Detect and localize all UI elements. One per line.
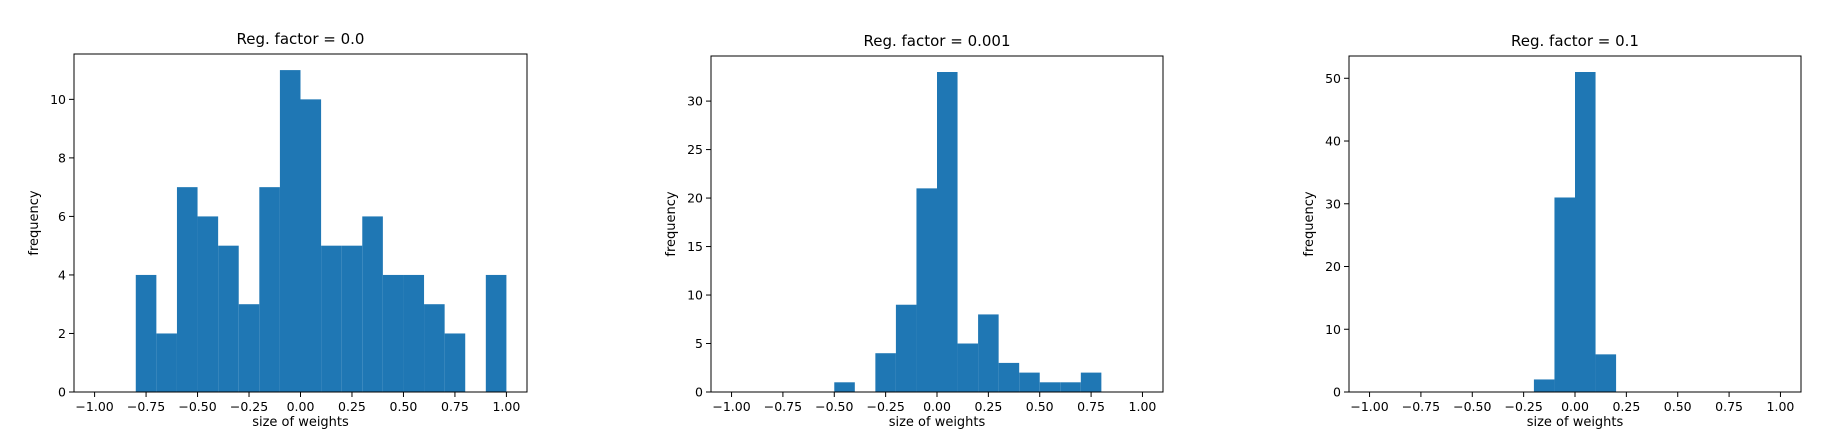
histogram-bar — [197, 216, 219, 392]
histogram-bar — [1060, 382, 1081, 392]
histogram-bar — [1595, 354, 1617, 392]
x-tick-label: −0.75 — [127, 399, 165, 414]
histogram-bar — [341, 245, 363, 392]
histogram-bar — [321, 245, 342, 392]
x-tick-label: −0.50 — [178, 399, 216, 414]
y-tick-label: 5 — [695, 336, 703, 351]
histogram-bar — [382, 274, 404, 392]
chart-title: Reg. factor = 0.0 — [237, 30, 365, 48]
y-tick-label: 30 — [1325, 196, 1341, 211]
x-tick-label: 1.00 — [1767, 399, 1795, 414]
y-tick-label: 40 — [1325, 134, 1341, 149]
y-tick-label: 4 — [58, 267, 66, 282]
y-tick-label: 20 — [1325, 259, 1341, 274]
x-tick-label: 0.75 — [1077, 399, 1105, 414]
y-tick-label: 0 — [58, 385, 66, 400]
y-tick-label: 8 — [58, 150, 66, 165]
y-tick-label: 0 — [695, 385, 703, 400]
x-tick-label: 0.50 — [390, 399, 418, 414]
y-axis-label: frequency — [27, 190, 42, 256]
histogram-bar — [1575, 72, 1596, 392]
histogram-bar — [916, 188, 937, 392]
histogram-bar — [424, 304, 445, 392]
y-tick-label: 2 — [58, 326, 66, 341]
histogram-bar — [444, 333, 466, 392]
y-tick-label: 0 — [1333, 385, 1341, 400]
y-axis-label: frequency — [664, 191, 679, 257]
x-axis-label: size of weights — [1527, 415, 1624, 430]
histogram-bar — [176, 187, 198, 392]
x-tick-label: 0.25 — [1612, 399, 1640, 414]
x-tick-label: −0.75 — [1402, 399, 1440, 414]
histogram-bar — [362, 216, 383, 392]
histogram-bar — [1039, 382, 1061, 392]
x-tick-label: −1.00 — [712, 399, 750, 414]
histogram-bar — [403, 274, 425, 392]
histogram-bar — [300, 99, 322, 392]
x-tick-label: −0.75 — [764, 399, 802, 414]
chart-title: Reg. factor = 0.001 — [863, 32, 1010, 50]
histogram-bar — [978, 314, 999, 392]
x-tick-label: 0.00 — [1561, 399, 1589, 414]
histogram-bar — [156, 333, 177, 392]
histogram-bar — [259, 187, 280, 392]
histogram-bar — [1080, 372, 1102, 392]
x-tick-label: 0.75 — [441, 399, 469, 414]
y-tick-label: 50 — [1325, 71, 1341, 86]
histogram-bar — [1019, 372, 1040, 392]
x-tick-label: 0.50 — [1664, 399, 1692, 414]
chart-panel-3: −1.00 −0.75 −0.50 −0.25 0.00 0.25 0.50 0.75 1.00… — [1302, 32, 1802, 430]
histogram-bar — [218, 245, 239, 392]
x-tick-label: 1.00 — [1129, 399, 1157, 414]
chart-panel-1: −1.00 −0.75 −0.50 −0.25 0.00 0.25 0.50 0.75 1.00… — [27, 30, 528, 430]
x-tick-label: −0.25 — [1504, 399, 1542, 414]
histogram-bar — [1533, 379, 1555, 392]
y-tick-label: 6 — [58, 209, 66, 224]
histogram-bar — [998, 362, 1020, 392]
histogram-bar — [238, 304, 260, 392]
x-axis-label: size of weights — [889, 415, 986, 430]
y-tick-label: 20 — [687, 191, 703, 206]
histogram-bar — [957, 343, 979, 392]
y-axis-label: frequency — [1302, 191, 1317, 257]
chart-title: Reg. factor = 0.1 — [1511, 32, 1639, 50]
histogram-bar — [937, 72, 958, 392]
histogram-bar — [135, 274, 157, 392]
histogram-bar — [834, 382, 855, 392]
x-tick-label: 0.75 — [1715, 399, 1743, 414]
x-tick-label: −0.25 — [866, 399, 904, 414]
histogram-bar — [279, 70, 301, 392]
histogram-bar — [1554, 197, 1575, 392]
x-tick-label: 0.00 — [287, 399, 315, 414]
histogram-bar — [485, 274, 507, 392]
x-tick-label: −1.00 — [75, 399, 113, 414]
y-tick-label: 10 — [1325, 322, 1341, 337]
x-tick-label: 0.00 — [923, 399, 951, 414]
y-tick-label: 10 — [50, 92, 66, 107]
y-tick-label: 10 — [687, 288, 703, 303]
y-tick-label: 30 — [687, 94, 703, 109]
x-tick-label: 0.25 — [974, 399, 1002, 414]
x-tick-label: −1.00 — [1350, 399, 1388, 414]
x-tick-label: 0.50 — [1026, 399, 1054, 414]
x-tick-label: −0.25 — [230, 399, 268, 414]
x-tick-label: −0.50 — [815, 399, 853, 414]
x-tick-label: 0.25 — [338, 399, 366, 414]
y-tick-label: 15 — [687, 239, 703, 254]
x-axis-label: size of weights — [252, 415, 349, 430]
histogram-bar — [895, 304, 917, 392]
chart-panel-2: −1.00 −0.75 −0.50 −0.25 0.00 0.25 0.50 0.75 1.00… — [664, 32, 1164, 430]
histogram-bar — [875, 353, 896, 392]
x-tick-label: −0.50 — [1453, 399, 1491, 414]
y-tick-label: 25 — [687, 142, 703, 157]
x-tick-label: 1.00 — [492, 399, 520, 414]
